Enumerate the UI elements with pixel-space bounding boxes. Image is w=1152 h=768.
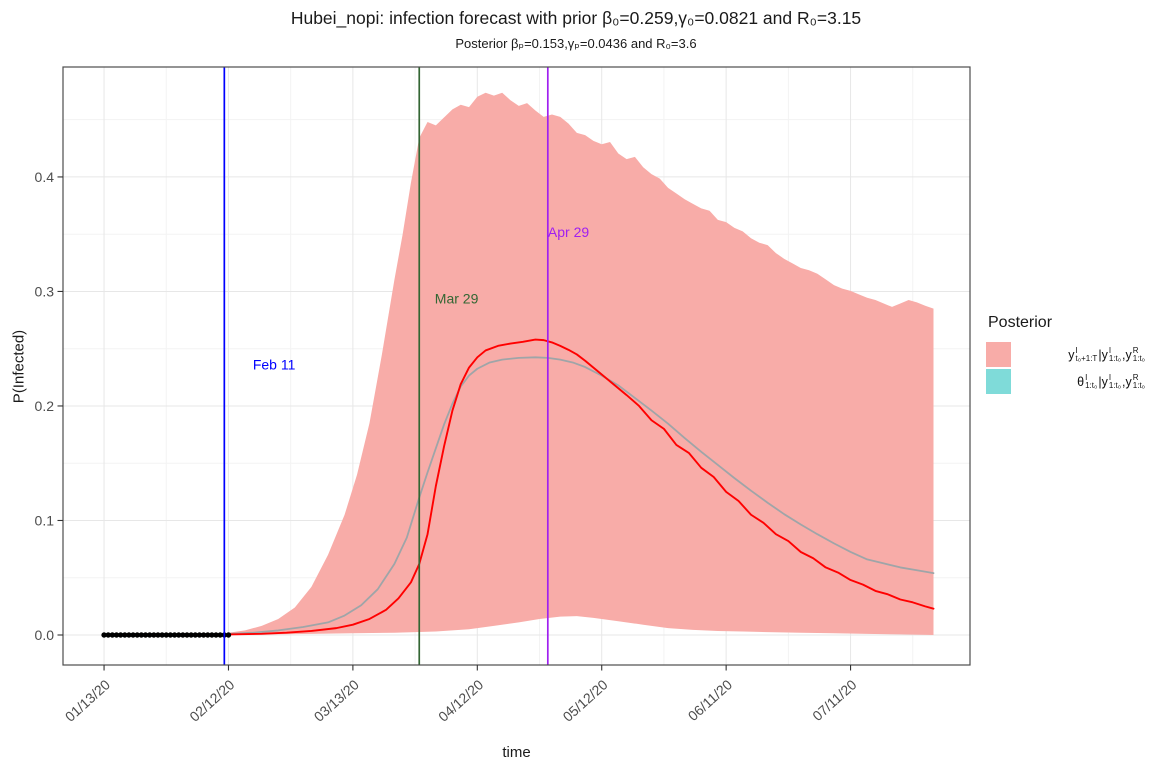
observed-point: [192, 632, 198, 638]
vline-annotation-apr29: Apr 29: [548, 224, 589, 240]
x-axis-title: time: [502, 744, 531, 761]
observed-point: [142, 632, 149, 638]
observed-point: [225, 632, 232, 638]
y-tick-label: 0.1: [35, 512, 55, 528]
observed-point: [205, 632, 211, 638]
observed-point: [113, 632, 120, 638]
x-tick-label: 06/11/20: [685, 676, 736, 724]
legend-item-1: θ I 1:t₀ | y I 1:t₀, y R 1:t₀: [986, 368, 1148, 395]
observed-point: [188, 632, 194, 638]
observed-point: [171, 632, 178, 638]
observed-point: [117, 632, 124, 638]
prior-mean-line: [227, 356, 935, 635]
y-tick-label: 0.3: [35, 283, 55, 299]
observed-point: [105, 632, 111, 638]
observed-point: [213, 632, 219, 638]
x-tick-label: 04/12/20: [435, 676, 486, 724]
y-axis-title: P(Infected): [10, 329, 28, 404]
legend-swatch: [986, 342, 1011, 367]
chart-subtitle: Posterior βₚ=0.153,γₚ=0.0436 and R₀=3.6: [455, 36, 697, 51]
x-tick-label: 07/11/20: [809, 676, 860, 724]
observed-point: [109, 632, 116, 638]
observed-point: [146, 632, 153, 638]
observed-point: [217, 632, 223, 638]
vline-annotation-mar29: Mar 29: [435, 290, 479, 306]
posterior-median-line: [227, 338, 935, 636]
vline-annotation-feb11: Feb 11: [253, 357, 296, 373]
observed-point: [138, 632, 145, 638]
observed-point: [130, 632, 136, 638]
x-tick-label: 02/12/20: [186, 676, 237, 724]
observed-point: [159, 632, 165, 638]
observed-point: [101, 632, 107, 638]
panel-border: [62, 66, 971, 666]
observed-point: [126, 632, 132, 638]
forecast-credible-band: [228, 92, 934, 635]
observed-point: [209, 632, 215, 638]
observed-point: [134, 632, 140, 638]
legend-swatch: [986, 369, 1011, 394]
observed-point: [176, 632, 182, 638]
observed-point: [122, 632, 128, 638]
legend-title: Posterior: [988, 314, 1053, 331]
y-tick-label: 0.4: [35, 169, 55, 185]
x-tick-label: 01/13/20: [62, 676, 113, 724]
legend-item-label: θ I 1:t₀ | y I 1:t₀, y R 1:t₀: [1077, 373, 1145, 390]
x-tick-label: 05/12/20: [560, 676, 611, 724]
y-tick-label: 0.2: [35, 398, 55, 414]
observed-point: [180, 632, 186, 638]
observed-point: [155, 632, 161, 638]
chart-title: Hubei_nopi: infection forecast with prio…: [290, 8, 862, 28]
y-tick-label: 0.0: [35, 627, 55, 643]
observed-point: [184, 632, 190, 638]
observed-point: [151, 632, 157, 638]
observed-point: [163, 632, 169, 638]
observed-point: [200, 632, 207, 638]
x-tick-label: 03/13/20: [311, 676, 362, 724]
observed-point: [196, 632, 203, 638]
observed-point: [167, 632, 174, 638]
